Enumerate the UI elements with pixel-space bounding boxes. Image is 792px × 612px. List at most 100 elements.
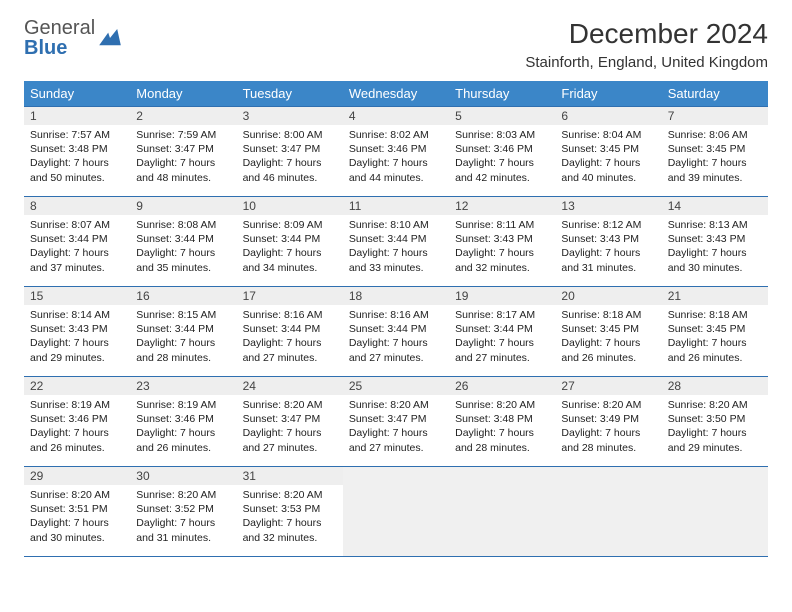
sunrise-line: Sunrise: 8:11 AM [455,218,549,232]
day-info: Sunrise: 8:19 AMSunset: 3:46 PMDaylight:… [136,398,230,455]
dow-tuesday: Tuesday [237,81,343,107]
location-text: Stainforth, England, United Kingdom [525,54,768,71]
daylight-line: Daylight: 7 hours and 28 minutes. [136,336,230,364]
calendar-day: 4Sunrise: 8:02 AMSunset: 3:46 PMDaylight… [343,107,449,197]
sunrise-line: Sunrise: 8:20 AM [455,398,549,412]
sunrise-line: Sunrise: 8:06 AM [668,128,762,142]
sunset-line: Sunset: 3:43 PM [455,232,549,246]
day-number: 19 [449,287,555,305]
dow-row: Sunday Monday Tuesday Wednesday Thursday… [24,81,768,107]
day-number: 27 [555,377,661,395]
sunset-line: Sunset: 3:44 PM [455,322,549,336]
day-info: Sunrise: 8:20 AMSunset: 3:53 PMDaylight:… [243,488,337,545]
sunrise-line: Sunrise: 8:10 AM [349,218,443,232]
calendar-day: 22Sunrise: 8:19 AMSunset: 3:46 PMDayligh… [24,377,130,467]
calendar-day: 16Sunrise: 8:15 AMSunset: 3:44 PMDayligh… [130,287,236,377]
day-info: Sunrise: 7:59 AMSunset: 3:47 PMDaylight:… [136,128,230,185]
calendar-day: 9Sunrise: 8:08 AMSunset: 3:44 PMDaylight… [130,197,236,287]
sunset-line: Sunset: 3:44 PM [136,322,230,336]
daylight-line: Daylight: 7 hours and 32 minutes. [455,246,549,274]
sunset-line: Sunset: 3:52 PM [136,502,230,516]
day-info: Sunrise: 8:16 AMSunset: 3:44 PMDaylight:… [349,308,443,365]
sunrise-line: Sunrise: 8:14 AM [30,308,124,322]
day-number: 12 [449,197,555,215]
sunset-line: Sunset: 3:44 PM [136,232,230,246]
sunset-line: Sunset: 3:50 PM [668,412,762,426]
sunset-line: Sunset: 3:46 PM [455,142,549,156]
day-info: Sunrise: 8:20 AMSunset: 3:48 PMDaylight:… [455,398,549,455]
sunset-line: Sunset: 3:46 PM [349,142,443,156]
calendar-week: 8Sunrise: 8:07 AMSunset: 3:44 PMDaylight… [24,197,768,287]
sunrise-line: Sunrise: 8:18 AM [561,308,655,322]
calendar-week: 29Sunrise: 8:20 AMSunset: 3:51 PMDayligh… [24,467,768,557]
sunset-line: Sunset: 3:47 PM [243,412,337,426]
daylight-line: Daylight: 7 hours and 29 minutes. [668,426,762,454]
sunset-line: Sunset: 3:44 PM [349,232,443,246]
calendar-day: 7Sunrise: 8:06 AMSunset: 3:45 PMDaylight… [662,107,768,197]
sunrise-line: Sunrise: 8:19 AM [30,398,124,412]
day-info: Sunrise: 8:03 AMSunset: 3:46 PMDaylight:… [455,128,549,185]
calendar-day: 19Sunrise: 8:17 AMSunset: 3:44 PMDayligh… [449,287,555,377]
day-number: 18 [343,287,449,305]
sunrise-line: Sunrise: 8:20 AM [243,488,337,502]
brand-part2: Blue [24,37,67,59]
sunrise-line: Sunrise: 8:12 AM [561,218,655,232]
day-number: 30 [130,467,236,485]
calendar-day: 26 Sunrise: 8:20 AMSunset: 3:48 PMDayligh… [449,377,555,467]
dow-wednesday: Wednesday [343,81,449,107]
calendar-day-empty [555,467,661,557]
sunset-line: Sunset: 3:44 PM [243,232,337,246]
day-number: 10 [237,197,343,215]
sunrise-line: Sunrise: 8:20 AM [136,488,230,502]
day-number: 31 [237,467,343,485]
sunrise-line: Sunrise: 8:13 AM [668,218,762,232]
sunset-line: Sunset: 3:46 PM [30,412,124,426]
day-number: 3 [237,107,343,125]
sunset-line: Sunset: 3:43 PM [561,232,655,246]
calendar-day: 2Sunrise: 7:59 AMSunset: 3:47 PMDaylight… [130,107,236,197]
daylight-line: Daylight: 7 hours and 26 minutes. [30,426,124,454]
title-block: December 2024 Stainforth, England, Unite… [525,18,768,71]
sunset-line: Sunset: 3:44 PM [349,322,443,336]
day-info: Sunrise: 8:18 AMSunset: 3:45 PMDaylight:… [668,308,762,365]
calendar-table: Sunday Monday Tuesday Wednesday Thursday… [24,81,768,557]
dow-saturday: Saturday [662,81,768,107]
day-number: 23 [130,377,236,395]
daylight-line: Daylight: 7 hours and 46 minutes. [243,156,337,184]
day-number: 11 [343,197,449,215]
sunrise-line: Sunrise: 8:18 AM [668,308,762,322]
day-number: 26 [449,377,555,395]
sunset-line: Sunset: 3:47 PM [243,142,337,156]
daylight-line: Daylight: 7 hours and 48 minutes. [136,156,230,184]
day-number: 21 [662,287,768,305]
calendar-day: 23 Sunrise: 8:19 AMSunset: 3:46 PMDayligh… [130,377,236,467]
calendar-day: 14Sunrise: 8:13 AMSunset: 3:43 PMDayligh… [662,197,768,287]
day-info: Sunrise: 8:04 AMSunset: 3:45 PMDaylight:… [561,128,655,185]
day-info: Sunrise: 8:12 AMSunset: 3:43 PMDaylight:… [561,218,655,275]
sunrise-line: Sunrise: 8:20 AM [349,398,443,412]
sunrise-line: Sunrise: 8:08 AM [136,218,230,232]
calendar-day: 20Sunrise: 8:18 AMSunset: 3:45 PMDayligh… [555,287,661,377]
sunset-line: Sunset: 3:47 PM [136,142,230,156]
sunset-line: Sunset: 3:45 PM [668,142,762,156]
day-info: Sunrise: 8:14 AMSunset: 3:43 PMDaylight:… [30,308,124,365]
sunset-line: Sunset: 3:46 PM [136,412,230,426]
page-title: December 2024 [525,18,768,50]
calendar-day: 18 Sunrise: 8:16 AMSunset: 3:44 PMDayligh… [343,287,449,377]
day-number: 24 [237,377,343,395]
sunrise-line: Sunrise: 8:00 AM [243,128,337,142]
calendar-day: 6Sunrise: 8:04 AMSunset: 3:45 PMDaylight… [555,107,661,197]
sunrise-line: Sunrise: 7:57 AM [30,128,124,142]
day-info: Sunrise: 8:18 AMSunset: 3:45 PMDaylight:… [561,308,655,365]
sunrise-line: Sunrise: 8:15 AM [136,308,230,322]
sunset-line: Sunset: 3:45 PM [561,322,655,336]
calendar-day: 13Sunrise: 8:12 AMSunset: 3:43 PMDayligh… [555,197,661,287]
calendar-week: 22Sunrise: 8:19 AMSunset: 3:46 PMDayligh… [24,377,768,467]
day-info: Sunrise: 8:20 AMSunset: 3:47 PMDaylight:… [349,398,443,455]
daylight-line: Daylight: 7 hours and 27 minutes. [349,336,443,364]
day-info: Sunrise: 8:11 AMSunset: 3:43 PMDaylight:… [455,218,549,275]
calendar-day: 31 Sunrise: 8:20 AMSunset: 3:53 PMDayligh… [237,467,343,557]
sunrise-line: Sunrise: 8:20 AM [561,398,655,412]
sunset-line: Sunset: 3:51 PM [30,502,124,516]
day-info: Sunrise: 8:20 AMSunset: 3:47 PMDaylight:… [243,398,337,455]
